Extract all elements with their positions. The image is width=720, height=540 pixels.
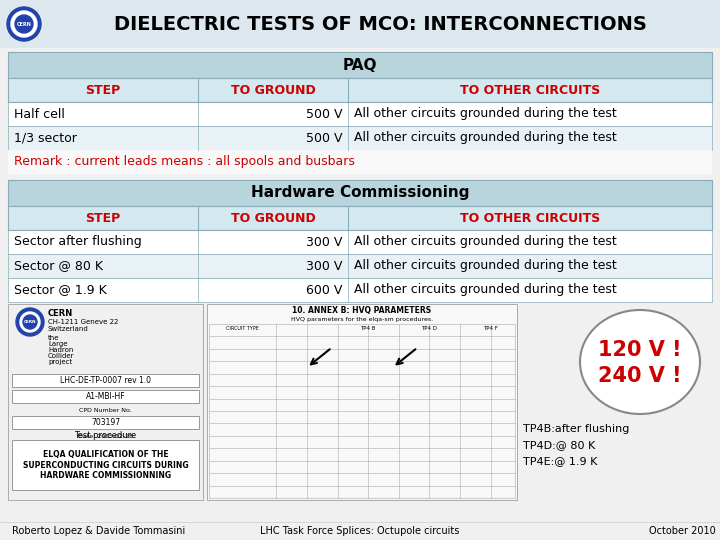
FancyBboxPatch shape (12, 374, 199, 387)
Text: TO GROUND: TO GROUND (230, 212, 315, 225)
FancyBboxPatch shape (8, 180, 712, 206)
Text: 300 V: 300 V (305, 260, 342, 273)
Text: Large: Large (48, 341, 68, 347)
Text: Hardware Commissioning: Hardware Commissioning (251, 186, 469, 200)
Circle shape (23, 315, 37, 329)
Text: project: project (48, 359, 72, 365)
Circle shape (16, 308, 44, 336)
Text: STEP: STEP (86, 212, 121, 225)
Text: Roberto Lopez & Davide Tommasini: Roberto Lopez & Davide Tommasini (12, 526, 185, 536)
Text: Switzerland: Switzerland (48, 326, 89, 332)
Text: 600 V: 600 V (305, 284, 342, 296)
Text: TP4E:@ 1.9 K: TP4E:@ 1.9 K (523, 456, 598, 466)
Text: TO OTHER CIRCUITS: TO OTHER CIRCUITS (460, 84, 600, 97)
Text: the: the (48, 335, 60, 341)
Text: 500 V: 500 V (305, 132, 342, 145)
Text: TO OTHER CIRCUITS: TO OTHER CIRCUITS (460, 212, 600, 225)
FancyBboxPatch shape (207, 304, 517, 500)
Text: 500 V: 500 V (305, 107, 342, 120)
Text: All other circuits grounded during the test: All other circuits grounded during the t… (354, 107, 617, 120)
Text: 10. ANNEX B: HVQ PARAMETERS: 10. ANNEX B: HVQ PARAMETERS (292, 307, 431, 315)
Text: 120 V !: 120 V ! (598, 340, 682, 360)
Text: All other circuits grounded during the test: All other circuits grounded during the t… (354, 260, 617, 273)
Text: TP4D:@ 80 K: TP4D:@ 80 K (523, 440, 595, 450)
FancyBboxPatch shape (8, 278, 712, 302)
Text: Date: 2005-02-28: Date: 2005-02-28 (78, 434, 133, 438)
Text: Remark : current leads means : all spools and busbars: Remark : current leads means : all spool… (14, 156, 355, 168)
Text: LHC Task Force Splices: Octupole circuits: LHC Task Force Splices: Octupole circuit… (261, 526, 459, 536)
Text: STEP: STEP (86, 84, 121, 97)
Text: Sector @ 1.9 K: Sector @ 1.9 K (14, 284, 107, 296)
Text: CERN: CERN (17, 22, 32, 26)
Circle shape (11, 11, 37, 37)
Circle shape (15, 15, 33, 33)
Text: All other circuits grounded during the test: All other circuits grounded during the t… (354, 132, 617, 145)
FancyBboxPatch shape (0, 0, 720, 48)
Text: TP4 B: TP4 B (361, 326, 376, 330)
Text: CPD Number No.: CPD Number No. (79, 408, 132, 413)
Text: PAQ: PAQ (343, 57, 377, 72)
FancyBboxPatch shape (12, 416, 199, 429)
FancyBboxPatch shape (8, 126, 712, 150)
Text: All other circuits grounded during the test: All other circuits grounded during the t… (354, 284, 617, 296)
FancyBboxPatch shape (12, 390, 199, 403)
Text: All other circuits grounded during the test: All other circuits grounded during the t… (354, 235, 617, 248)
FancyBboxPatch shape (8, 206, 712, 230)
Text: Hadron: Hadron (48, 347, 73, 353)
FancyBboxPatch shape (8, 78, 712, 102)
Text: Sector after flushing: Sector after flushing (14, 235, 142, 248)
Text: TP4B:after flushing: TP4B:after flushing (523, 424, 629, 434)
FancyBboxPatch shape (8, 102, 712, 126)
Text: LHC-DE-TP-0007 rev 1.0: LHC-DE-TP-0007 rev 1.0 (60, 376, 151, 385)
Text: Sector @ 80 K: Sector @ 80 K (14, 260, 103, 273)
Text: CIRCUIT TYPE: CIRCUIT TYPE (226, 326, 259, 330)
Text: 703197: 703197 (91, 418, 120, 427)
Text: DIELECTRIC TESTS OF MCO: INTERCONNECTIONS: DIELECTRIC TESTS OF MCO: INTERCONNECTION… (114, 15, 647, 33)
FancyBboxPatch shape (8, 52, 712, 78)
FancyBboxPatch shape (12, 440, 199, 490)
Text: 240 V !: 240 V ! (598, 366, 682, 386)
Text: A1-MBI-HF: A1-MBI-HF (86, 392, 125, 401)
FancyBboxPatch shape (0, 0, 720, 48)
Text: CH-1211 Geneve 22: CH-1211 Geneve 22 (48, 319, 118, 325)
FancyBboxPatch shape (8, 304, 203, 500)
Text: 1/3 sector: 1/3 sector (14, 132, 77, 145)
Text: HVQ parameters for the elqa-sm procedures.: HVQ parameters for the elqa-sm procedure… (291, 316, 433, 321)
Circle shape (20, 312, 40, 332)
FancyBboxPatch shape (8, 230, 712, 254)
Text: CERN: CERN (24, 320, 36, 324)
Text: 300 V: 300 V (305, 235, 342, 248)
FancyBboxPatch shape (8, 254, 712, 278)
FancyBboxPatch shape (8, 150, 712, 174)
Text: Collider: Collider (48, 353, 74, 359)
Text: CERN: CERN (48, 309, 73, 319)
Text: ELQA QUALIFICATION OF THE
SUPERCONDUCTING CIRCUITS DURING
HARDWARE COMMISSIONNIN: ELQA QUALIFICATION OF THE SUPERCONDUCTIN… (23, 450, 189, 480)
Circle shape (7, 7, 41, 41)
Text: TO GROUND: TO GROUND (230, 84, 315, 97)
Ellipse shape (580, 310, 700, 414)
Text: October 2010: October 2010 (649, 526, 716, 536)
Text: Test procedure: Test procedure (74, 431, 137, 441)
Text: Half cell: Half cell (14, 107, 65, 120)
Text: TP4 F: TP4 F (483, 326, 498, 330)
Text: TP4 D: TP4 D (421, 326, 437, 330)
